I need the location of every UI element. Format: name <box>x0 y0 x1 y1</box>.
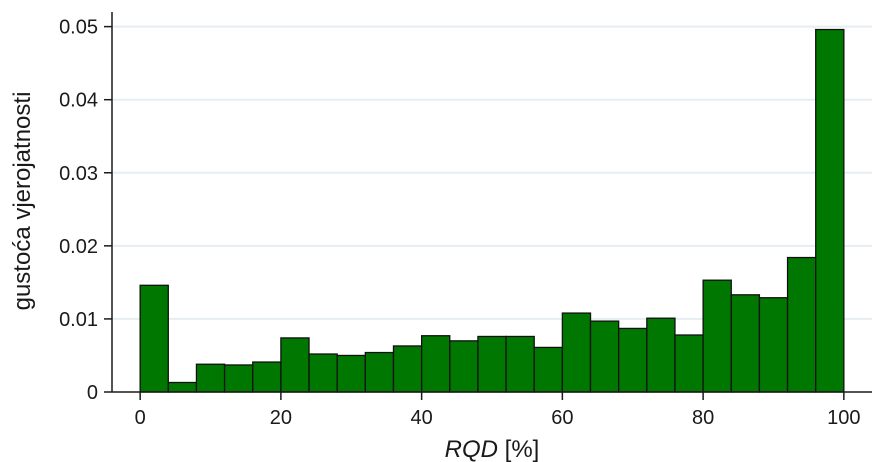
y-tick-group: 0 0.01 0.02 0.03 0.04 0.05 <box>59 17 112 404</box>
histogram-bar <box>195 363 226 393</box>
x-tick-label: 60 <box>551 407 573 429</box>
y-tick-label: 0.03 <box>59 163 98 185</box>
histogram-bar <box>618 327 648 393</box>
histogram-bar <box>308 353 338 393</box>
histogram-bar <box>815 28 845 393</box>
histogram-bar <box>533 346 564 393</box>
histogram-bar <box>646 317 676 393</box>
x-axis-title-unit: [%] <box>498 436 539 462</box>
histogram-bar <box>280 337 310 393</box>
x-axis-title: RQD [%] <box>445 436 540 462</box>
grid-lines <box>112 25 872 320</box>
y-tick-label: 0 <box>87 382 98 404</box>
histogram-bar <box>167 381 198 393</box>
bars-group <box>139 28 845 393</box>
histogram-bar <box>336 354 366 393</box>
axes-group <box>111 12 872 393</box>
histogram-bar <box>505 335 535 393</box>
y-tick-label: 0.04 <box>59 90 98 112</box>
histogram-bar <box>392 345 423 393</box>
x-axis-title-italic: RQD <box>445 436 498 462</box>
histogram-bar <box>223 364 254 393</box>
x-tick-label: 20 <box>270 407 292 429</box>
histogram-bar <box>252 361 282 393</box>
y-tick-label: 0.01 <box>59 309 98 331</box>
y-tick-label: 0.05 <box>59 17 98 39</box>
x-tick-label: 0 <box>135 407 146 429</box>
histogram-bar <box>589 320 620 393</box>
x-tick-label: 80 <box>692 407 714 429</box>
histogram-bar <box>449 340 479 393</box>
x-tick-group: 0 20 40 60 80 100 <box>135 392 861 429</box>
histogram-bar <box>477 335 507 393</box>
histogram-bar <box>561 312 592 393</box>
histogram-bar <box>758 297 789 393</box>
histogram-bar <box>730 294 761 393</box>
y-axis-title: gustoća vjerojatnosti <box>9 92 36 311</box>
histogram-bar <box>786 256 817 393</box>
histogram-bar <box>364 351 395 393</box>
histogram-bar <box>139 284 169 393</box>
y-tick-label: 0.02 <box>59 236 98 258</box>
x-tick-label: 40 <box>411 407 433 429</box>
histogram-bar <box>420 335 451 393</box>
histogram-bar <box>702 279 732 393</box>
histogram-bar <box>674 334 704 393</box>
x-tick-label: 100 <box>827 407 860 429</box>
